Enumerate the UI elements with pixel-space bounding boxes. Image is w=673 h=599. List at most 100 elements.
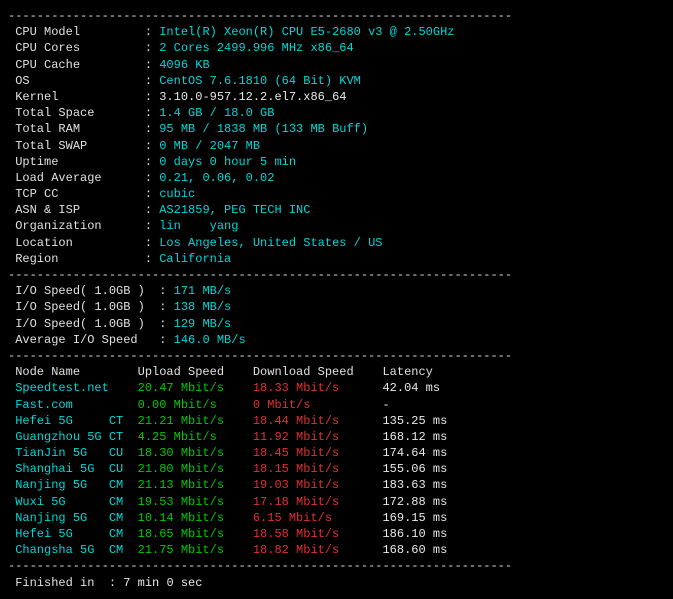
upload-speed: 21.13 Mbit/s	[138, 478, 253, 492]
sys-label: Organization	[15, 219, 145, 233]
sys-value: 0 MB / 2047 MB	[159, 139, 260, 153]
latency: 172.88 ms	[382, 495, 447, 509]
download-speed: 18.45 Mbit/s	[253, 446, 383, 460]
sys-label: Load Average	[15, 171, 145, 185]
sys-label: TCP CC	[15, 187, 145, 201]
sys-value: 0.21, 0.06, 0.02	[159, 171, 274, 185]
terminal-line: Kernel : 3.10.0-957.12.2.el7.x86_64	[8, 89, 665, 105]
sys-value: 3.10.0-957.12.2.el7.x86_64	[159, 90, 346, 104]
io-value: 138 MB/s	[174, 300, 232, 314]
sys-label: Total Space	[15, 106, 145, 120]
sys-label: CPU Model	[15, 25, 145, 39]
col-latency: Latency	[382, 365, 432, 379]
terminal-line: Uptime : 0 days 0 hour 5 min	[8, 154, 665, 170]
terminal-line: Load Average : 0.21, 0.06, 0.02	[8, 170, 665, 186]
finished-value: 7 min 0 sec	[123, 576, 202, 590]
node-name: Nanjing 5G CM	[15, 511, 137, 525]
terminal-line: Hefei 5G CT 21.21 Mbit/s 18.44 Mbit/s 13…	[8, 413, 665, 429]
terminal-line: CPU Cores : 2 Cores 2499.996 MHz x86_64	[8, 40, 665, 56]
terminal-line: OS : CentOS 7.6.1810 (64 Bit) KVM	[8, 73, 665, 89]
sys-value: cubic	[159, 187, 195, 201]
terminal-line: Shanghai 5G CU 21.80 Mbit/s 18.15 Mbit/s…	[8, 461, 665, 477]
terminal-line: CPU Cache : 4096 KB	[8, 57, 665, 73]
terminal-line: Speedtest.net 20.47 Mbit/s 18.33 Mbit/s …	[8, 380, 665, 396]
col-upload: Upload Speed	[138, 365, 253, 379]
divider: ----------------------------------------…	[8, 559, 512, 573]
divider: ----------------------------------------…	[8, 268, 512, 282]
sys-label: Uptime	[15, 155, 145, 169]
terminal-line: CPU Model : Intel(R) Xeon(R) CPU E5-2680…	[8, 24, 665, 40]
sys-label: Total SWAP	[15, 139, 145, 153]
terminal-line: TCP CC : cubic	[8, 186, 665, 202]
terminal-line: Organization : lin yang	[8, 218, 665, 234]
upload-speed: 20.47 Mbit/s	[138, 381, 253, 395]
terminal-line: Changsha 5G CM 21.75 Mbit/s 18.82 Mbit/s…	[8, 542, 665, 558]
terminal-line: Hefei 5G CM 18.65 Mbit/s 18.58 Mbit/s 18…	[8, 526, 665, 542]
node-name: Shanghai 5G CU	[15, 462, 137, 476]
sys-label: ASN & ISP	[15, 203, 145, 217]
io-value: 171 MB/s	[174, 284, 232, 298]
latency: 155.06 ms	[382, 462, 447, 476]
upload-speed: 18.30 Mbit/s	[138, 446, 253, 460]
upload-speed: 0.00 Mbit/s	[138, 398, 253, 412]
terminal-line: I/O Speed( 1.0GB ) : 138 MB/s	[8, 299, 665, 315]
col-node: Node Name	[15, 365, 137, 379]
sys-label: CPU Cores	[15, 41, 145, 55]
upload-speed: 10.14 Mbit/s	[138, 511, 253, 525]
download-speed: 11.92 Mbit/s	[253, 430, 383, 444]
sys-value: lin yang	[159, 219, 238, 233]
terminal-line: Location : Los Angeles, United States / …	[8, 235, 665, 251]
download-speed: 0 Mbit/s	[253, 398, 383, 412]
sys-label: Total RAM	[15, 122, 145, 136]
terminal-line: ----------------------------------------…	[8, 348, 665, 364]
io-label: Average I/O Speed	[15, 333, 159, 347]
terminal-line: Finished in : 7 min 0 sec	[8, 575, 665, 591]
sys-label: CPU Cache	[15, 58, 145, 72]
terminal-line: Total RAM : 95 MB / 1838 MB (133 MB Buff…	[8, 121, 665, 137]
terminal-line: Total Space : 1.4 GB / 18.0 GB	[8, 105, 665, 121]
sys-value: 4096 KB	[159, 58, 209, 72]
terminal-line: Guangzhou 5G CT 4.25 Mbit/s 11.92 Mbit/s…	[8, 429, 665, 445]
terminal-line: Node Name Upload Speed Download Speed La…	[8, 364, 665, 380]
download-speed: 19.03 Mbit/s	[253, 478, 383, 492]
sys-label: Kernel	[15, 90, 145, 104]
sys-value: 2 Cores 2499.996 MHz x86_64	[159, 41, 353, 55]
terminal-line: ----------------------------------------…	[8, 558, 665, 574]
io-label: I/O Speed( 1.0GB )	[15, 300, 159, 314]
download-speed: 17.18 Mbit/s	[253, 495, 383, 509]
upload-speed: 21.80 Mbit/s	[138, 462, 253, 476]
terminal-line: Total SWAP : 0 MB / 2047 MB	[8, 138, 665, 154]
sys-value: CentOS 7.6.1810 (64 Bit) KVM	[159, 74, 361, 88]
download-speed: 18.44 Mbit/s	[253, 414, 383, 428]
node-name: Guangzhou 5G CT	[15, 430, 137, 444]
terminal-line: Nanjing 5G CM 10.14 Mbit/s 6.15 Mbit/s 1…	[8, 510, 665, 526]
sys-label: OS	[15, 74, 145, 88]
node-name: Speedtest.net	[15, 381, 137, 395]
terminal-line: I/O Speed( 1.0GB ) : 129 MB/s	[8, 316, 665, 332]
sys-value: California	[159, 252, 231, 266]
download-speed: 18.15 Mbit/s	[253, 462, 383, 476]
finished-label: Finished in	[15, 576, 109, 590]
latency: 168.60 ms	[382, 543, 447, 557]
latency: 174.64 ms	[382, 446, 447, 460]
upload-speed: 4.25 Mbit/s	[138, 430, 253, 444]
sys-label: Region	[15, 252, 145, 266]
node-name: TianJin 5G CU	[15, 446, 137, 460]
node-name: Fast.com	[15, 398, 137, 412]
io-value: 146.0 MB/s	[174, 333, 246, 347]
col-download: Download Speed	[253, 365, 383, 379]
terminal-line: Region : California	[8, 251, 665, 267]
terminal-line: ASN & ISP : AS21859, PEG TECH INC	[8, 202, 665, 218]
terminal-line: Nanjing 5G CM 21.13 Mbit/s 19.03 Mbit/s …	[8, 477, 665, 493]
sys-value: Intel(R) Xeon(R) CPU E5-2680 v3 @ 2.50GH…	[159, 25, 454, 39]
latency: -	[382, 398, 389, 412]
latency: 169.15 ms	[382, 511, 447, 525]
download-speed: 6.15 Mbit/s	[253, 511, 383, 525]
download-speed: 18.33 Mbit/s	[253, 381, 383, 395]
io-value: 129 MB/s	[174, 317, 232, 331]
node-name: Hefei 5G CT	[15, 414, 137, 428]
upload-speed: 21.75 Mbit/s	[138, 543, 253, 557]
terminal-line: Fast.com 0.00 Mbit/s 0 Mbit/s -	[8, 397, 665, 413]
terminal-line: Wuxi 5G CM 19.53 Mbit/s 17.18 Mbit/s 172…	[8, 494, 665, 510]
upload-speed: 19.53 Mbit/s	[138, 495, 253, 509]
